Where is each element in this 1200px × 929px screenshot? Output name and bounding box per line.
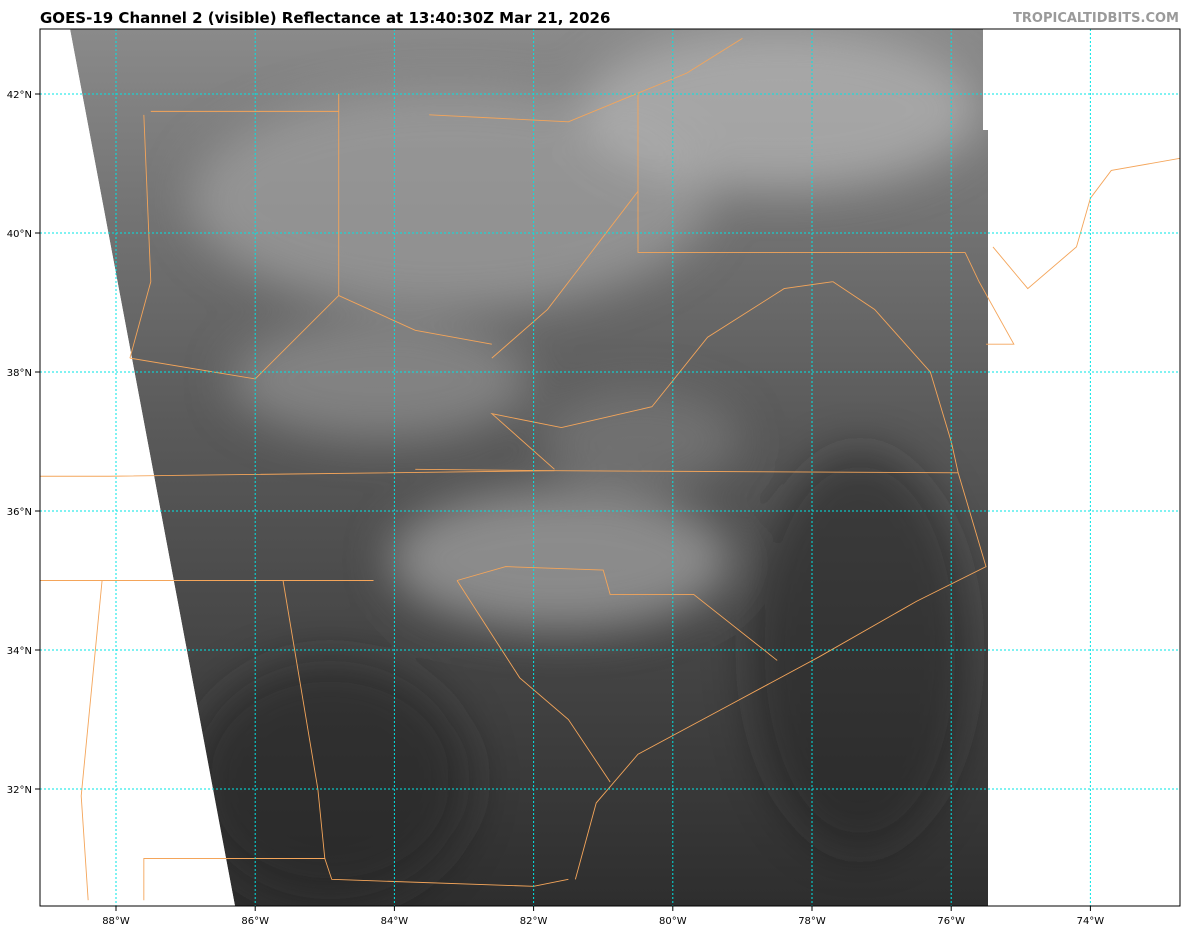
boundary-line xyxy=(129,114,152,359)
boundary-line xyxy=(456,566,778,661)
lon-tick-label: 88°W xyxy=(102,916,130,927)
boundary-line xyxy=(40,470,555,477)
map-title: GOES-19 Channel 2 (visible) Reflectance … xyxy=(40,9,611,27)
lon-tick-label: 80°W xyxy=(659,916,687,927)
site-credit: TROPICALTIDBITS.COM xyxy=(1013,11,1179,26)
lat-tick-label: 38°N xyxy=(7,368,32,379)
lon-tick-label: 74°W xyxy=(1077,916,1105,927)
map-frame xyxy=(39,28,1181,907)
state-boundaries xyxy=(40,38,1180,901)
lon-tick-label: 82°W xyxy=(520,916,548,927)
lon-tick-label: 86°W xyxy=(241,916,269,927)
lat-tick-label: 32°N xyxy=(7,785,32,796)
lon-tick-label: 84°W xyxy=(381,916,409,927)
boundary-line xyxy=(80,580,103,901)
lat-tick-label: 36°N xyxy=(7,507,32,518)
boundary-line xyxy=(637,94,966,253)
lat-tick-label: 40°N xyxy=(7,229,32,240)
lon-tick-label: 76°W xyxy=(937,916,965,927)
lat-tick-label: 34°N xyxy=(7,646,32,657)
graticule xyxy=(40,29,1180,906)
boundary-line xyxy=(324,858,569,887)
boundary-line xyxy=(992,157,1180,290)
lat-tick-label: 42°N xyxy=(7,90,32,101)
boundary-line xyxy=(429,38,743,123)
boundary-line xyxy=(338,295,492,345)
boundary-line xyxy=(574,281,987,880)
boundary-line xyxy=(490,281,833,470)
boundary-line xyxy=(964,252,1015,345)
boundary-line xyxy=(456,580,611,783)
lon-tick-label: 78°W xyxy=(798,916,826,927)
boundary-line xyxy=(491,191,639,359)
